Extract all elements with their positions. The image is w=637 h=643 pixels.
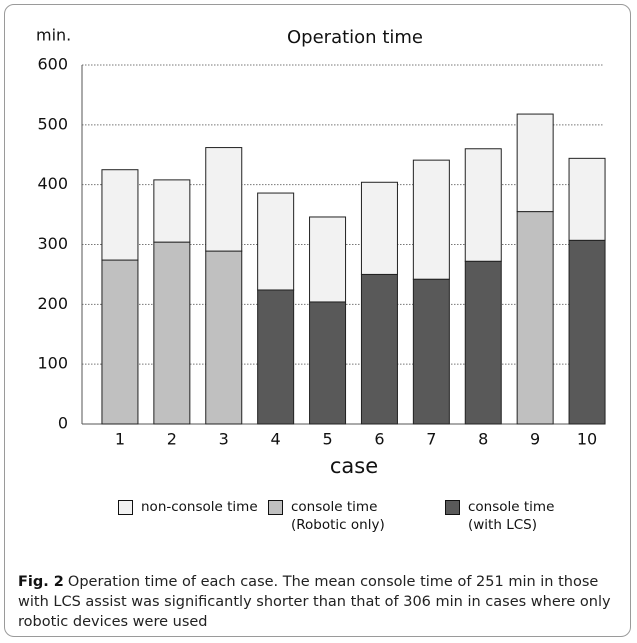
bar-segment xyxy=(464,148,502,262)
chart-title: Operation time xyxy=(287,27,423,48)
bar-segment xyxy=(309,301,347,425)
y-tick-label: 100 xyxy=(37,354,68,373)
bar-segment xyxy=(309,216,347,303)
bar-segment xyxy=(360,181,398,275)
x-tick-label: 3 xyxy=(219,430,229,449)
x-tick-label: 1 xyxy=(115,430,125,449)
bar-segment xyxy=(464,260,502,425)
x-tick-label: 10 xyxy=(577,430,597,449)
bar-segment xyxy=(257,289,295,425)
legend-swatch xyxy=(445,500,460,515)
figure-frame xyxy=(4,4,631,637)
legend: non-console time console time (Robotic on… xyxy=(118,498,618,548)
x-tick-label: 6 xyxy=(374,430,384,449)
y-tick-label: 500 xyxy=(37,114,68,133)
y-tick-label: 400 xyxy=(37,174,68,193)
x-tick-label: 4 xyxy=(271,430,281,449)
y-tick-label: 0 xyxy=(58,414,68,433)
x-tick-label: 2 xyxy=(167,430,177,449)
bar-segment xyxy=(516,113,554,213)
caption-label: Fig. 2 xyxy=(18,574,64,590)
y-tick-label: 300 xyxy=(37,234,68,253)
legend-item: non-console time xyxy=(118,498,281,516)
caption-text: Operation time of each case. The mean co… xyxy=(18,574,611,630)
chart: min. Operation time case 0 100 200 300 400 50… xyxy=(36,26,606,478)
legend-item: console time (Robotic only) xyxy=(268,498,401,534)
bar-segment xyxy=(257,192,295,291)
bar-segment xyxy=(205,250,243,425)
legend-item: console time (with LCS) xyxy=(445,498,578,534)
legend-label: console time (with LCS) xyxy=(468,499,555,533)
bar-segment xyxy=(153,179,191,243)
x-tick-label: 8 xyxy=(478,430,488,449)
bar-segment xyxy=(153,241,191,425)
x-tick-label: 5 xyxy=(322,430,332,449)
bar-segment xyxy=(101,259,139,425)
bar-segment xyxy=(101,169,139,261)
x-tick-label: 7 xyxy=(426,430,436,449)
bar-segment xyxy=(412,278,450,425)
y-tick-label: 600 xyxy=(37,55,68,74)
bar-segment xyxy=(205,147,243,252)
x-tick-label: 9 xyxy=(530,430,540,449)
legend-swatch xyxy=(268,500,283,515)
bar-segment xyxy=(412,159,450,280)
bar-segment xyxy=(568,239,606,425)
y-tick-label: 200 xyxy=(37,294,68,313)
bar-segment xyxy=(360,273,398,425)
bar-segment xyxy=(568,157,606,241)
caption: Fig. 2 Operation time of each case. The m… xyxy=(18,572,618,632)
x-axis-label: case xyxy=(330,454,378,478)
legend-label: console time (Robotic only) xyxy=(291,499,385,533)
y-axis-label: min. xyxy=(36,26,71,45)
legend-swatch xyxy=(118,500,133,515)
legend-label: non-console time xyxy=(141,499,258,515)
bar-segment xyxy=(516,211,554,425)
